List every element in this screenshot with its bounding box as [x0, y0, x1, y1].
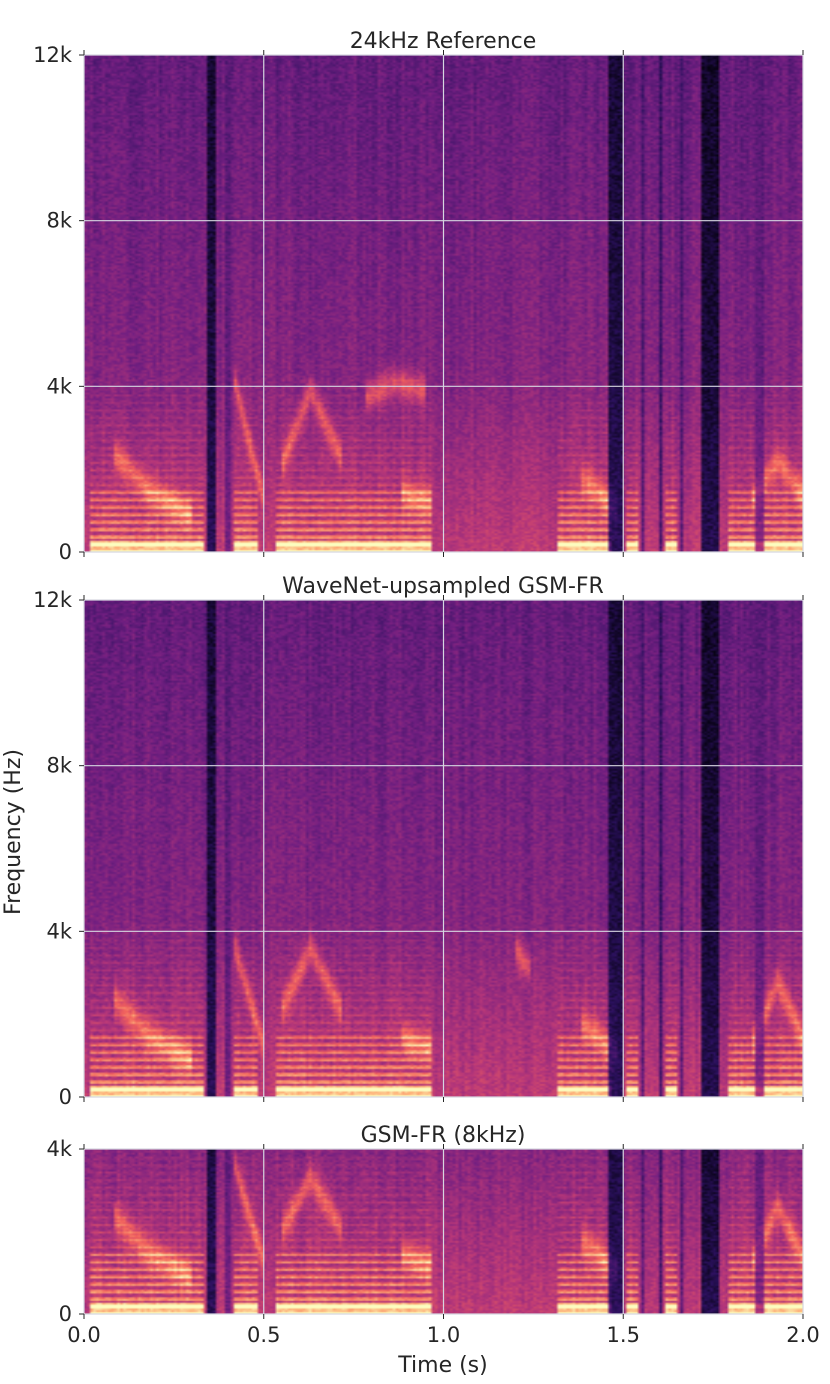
x-tick-label: 0.5 [247, 1323, 280, 1347]
y-tick-label: 0 [59, 1085, 72, 1109]
grid-lines [83, 54, 804, 553]
x-axis-ticks: 0.0 0.5 1.0 1.5 2.0 [67, 1144, 820, 1347]
y-tick-label: 12k [33, 588, 73, 612]
y-axis-ticks: 0 4k 8k 12k [33, 588, 84, 1109]
x-tick-label: 2.0 [786, 1323, 819, 1347]
y-axis-ticks: 0 4k 8k 12k [33, 43, 84, 564]
y-tick-label: 12k [33, 43, 73, 67]
x-tick-label: 1.5 [607, 1323, 640, 1347]
y-tick-label: 0 [59, 1302, 72, 1326]
panel-title: WaveNet-upsampled GSM-FR [282, 574, 604, 599]
y-tick-label: 0 [59, 540, 72, 564]
panel-title: 24kHz Reference [350, 29, 537, 54]
y-tick-label: 4k [46, 919, 72, 943]
x-axis-ticks [83, 595, 804, 1102]
y-tick-label: 4k [46, 374, 72, 398]
panel-wavenet: WaveNet-upsampled GSM-FR 0 4k 8k 12k [33, 574, 804, 1109]
y-tick-label: 4k [46, 1137, 72, 1161]
x-tick-label: 1.0 [427, 1323, 460, 1347]
y-axis-ticks: 0 4k [46, 1137, 84, 1326]
x-axis-ticks [83, 50, 804, 557]
grid-lines [83, 599, 804, 1098]
x-axis-label: Time (s) [397, 1353, 487, 1378]
y-axis-label: Frequency (Hz) [1, 749, 26, 915]
panel-gsm: GSM-FR (8kHz) 0 4k 0.0 0.5 1.0 1.5 2.0 [46, 1123, 819, 1347]
x-tick-label: 0.0 [67, 1323, 100, 1347]
panel-title: GSM-FR (8kHz) [361, 1123, 526, 1148]
y-tick-label: 8k [46, 754, 72, 778]
panel-reference: 24kHz Reference 0 4k 8k 12k [33, 29, 804, 564]
y-tick-label: 8k [46, 209, 72, 233]
